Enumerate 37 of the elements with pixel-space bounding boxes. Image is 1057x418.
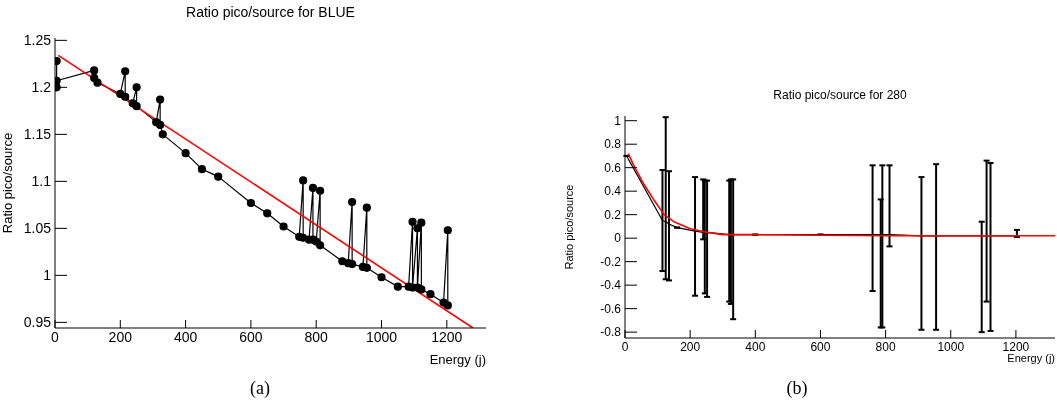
x-tick-label: 1000 [937, 339, 965, 354]
y-tick-label: 1.2 [31, 79, 52, 96]
x-tick-label: 200 [680, 339, 701, 354]
y-tick-label: 0.2 [604, 207, 622, 222]
x-axis-title: Energy (j) [429, 352, 486, 367]
x-tick-label: 400 [745, 339, 766, 354]
chart-title: Ratio pico/source for 280 [772, 88, 908, 102]
text: (a) [249, 378, 271, 399]
x-tick-label: 1200 [431, 328, 463, 345]
x-axis-title: Energy (j) [1007, 352, 1055, 364]
chart-title: Ratio pico/source for BLUE [185, 4, 356, 20]
x-tick-label: 1000 [365, 328, 398, 345]
y-tick-label: -0.8 [600, 325, 622, 340]
x-tick-label: 400 [173, 328, 198, 345]
y-axis-title: Ratio pico/source [562, 184, 575, 270]
y-tick-label: 1 [614, 113, 622, 128]
y-tick-label: 0.6 [604, 160, 622, 175]
x-tick-label: 1200 [1002, 339, 1030, 354]
x-tick-label: 800 [304, 328, 329, 345]
y-tick-label: 1.05 [23, 220, 52, 237]
y-tick-label: 1.25 [23, 32, 52, 49]
y-tick-label: 0 [614, 231, 622, 246]
y-tick-label: -0.6 [600, 301, 622, 316]
y-tick-label: 1 [43, 267, 52, 284]
y-tick-label: -0.4 [600, 278, 622, 293]
x-tick-label: 600 [239, 328, 263, 345]
y-tick-label: 0.95 [23, 314, 52, 331]
y-tick-label: 1.1 [31, 173, 52, 190]
x-tick-label: 600 [810, 339, 831, 354]
y-tick-label: -0.2 [600, 254, 622, 269]
y-tick-label: 0.4 [604, 184, 622, 199]
y-tick-label: 1.15 [23, 126, 52, 143]
x-tick-label: 800 [875, 339, 896, 354]
x-tick-label: 200 [108, 328, 133, 345]
text: (b) [785, 378, 809, 399]
y-axis-title: Ratio pico/source [0, 132, 15, 234]
y-tick-label: 0.8 [604, 137, 622, 152]
